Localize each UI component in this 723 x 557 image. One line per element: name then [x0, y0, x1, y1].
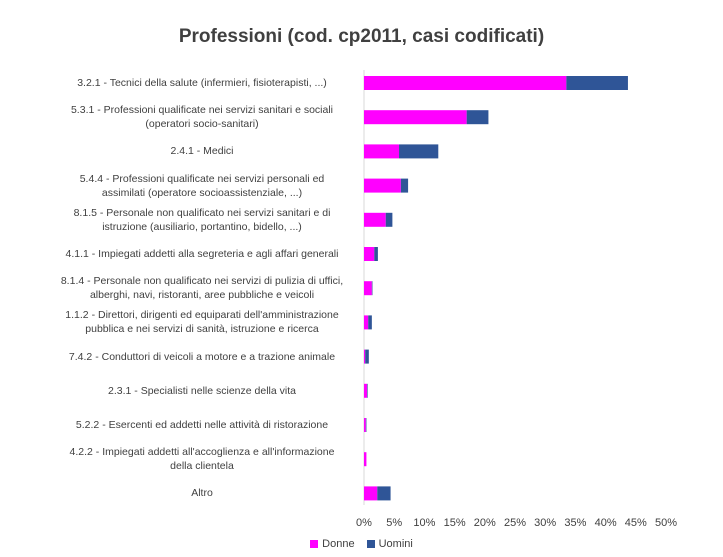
bar-uomini-6 [371, 281, 373, 296]
category-label-line: Altro [191, 487, 213, 500]
category-label-line: 4.2.2 - Impiegati addetti all'accoglienz… [69, 446, 335, 459]
bar-donne-9 [364, 383, 368, 398]
bar-uomini-8 [365, 349, 369, 364]
x-tick-label: 10% [413, 517, 435, 529]
legend-swatch [310, 540, 319, 549]
category-label: 4.1.1 - Impiegati addetti alla segreteri… [52, 247, 352, 261]
x-tick-label: 20% [474, 517, 496, 529]
bar-uomini-5 [374, 247, 378, 261]
bar-donne-3 [364, 178, 401, 193]
category-label-line: 2.3.1 - Specialisti nelle scienze della … [108, 384, 296, 397]
category-label: 3.2.1 - Tecnici della salute (infermieri… [52, 76, 352, 90]
category-label-line: pubblica e nei servizi di sanità, istruz… [85, 323, 319, 336]
category-label-line: (operatori socio-sanitari) [145, 118, 259, 131]
bar-donne-12 [364, 486, 378, 501]
bar-uomini-0 [566, 76, 628, 90]
legend-item-donne: Donne [310, 538, 355, 550]
category-label: 4.2.2 - Impiegati addetti all'accoglienz… [52, 445, 352, 473]
legend-label: Donne [322, 538, 355, 550]
bar-uomini-10 [365, 418, 367, 432]
category-label-line: assimilati (operatore socioassistenziale… [101, 186, 303, 199]
category-label-line: 5.2.2 - Esercenti ed addetti nelle attiv… [75, 419, 329, 431]
category-label-line: 7.4.2 - Conduttori di veicoli a motore e… [68, 350, 336, 363]
x-tick-label: 15% [444, 517, 466, 529]
category-label-line: 1.1.2 - Direttori, dirigenti ed equipara… [65, 309, 339, 322]
x-tick-label: 30% [534, 517, 556, 529]
bar-donne-0 [364, 76, 567, 90]
category-label-line: 8.1.5 - Personale non qualificato nei se… [73, 206, 331, 219]
legend-item-uomini: Uomini [366, 538, 413, 550]
x-tick-label: 25% [504, 517, 526, 529]
x-tick-label: 50% [655, 517, 677, 529]
bar-donne-10 [364, 418, 366, 432]
category-label: 2.4.1 - Medici [52, 144, 352, 158]
x-tick-label: 40% [595, 517, 617, 529]
category-label-line: 4.1.1 - Impiegati addetti alla segreteri… [65, 248, 339, 260]
category-label: Altro [52, 486, 352, 500]
category-label: 8.1.4 - Personale non qualificato nei se… [52, 274, 352, 302]
bar-uomini-2 [399, 144, 439, 159]
bar-donne-1 [364, 110, 467, 125]
legend-label: Uomini [378, 538, 413, 550]
bar-uomini-3 [400, 178, 409, 193]
category-label: 5.3.1 - Professioni qualificate nei serv… [52, 103, 352, 131]
category-label: 8.1.5 - Personale non qualificato nei se… [52, 206, 352, 234]
bar-donne-7 [364, 315, 369, 330]
chart-title: Professioni (cod. cp2011, casi codificat… [178, 26, 545, 47]
bar-uomini-1 [466, 110, 489, 125]
legend-swatch [366, 540, 375, 549]
category-label-line: 3.2.1 - Tecnici della salute (infermieri… [77, 77, 327, 89]
category-label-line: istruzione (ausiliario, portantino, bide… [102, 220, 302, 233]
category-label-line: 8.1.4 - Personale non qualificato nei se… [60, 275, 344, 288]
category-label-line: 5.4.4 - Professioni qualificate nei serv… [79, 172, 325, 185]
bar-uomini-9 [367, 383, 368, 398]
bar-donne-4 [364, 212, 386, 227]
bar-donne-2 [364, 144, 400, 159]
bar-donne-5 [364, 247, 375, 261]
x-tick-label: 35% [564, 517, 586, 529]
x-tick-label: 45% [625, 517, 647, 529]
x-tick-label: 0% [356, 517, 372, 529]
bar-uomini-12 [377, 486, 391, 501]
category-label: 7.4.2 - Conduttori di veicoli a motore e… [52, 350, 352, 364]
category-label: 2.3.1 - Specialisti nelle scienze della … [52, 384, 352, 398]
category-label-line: della clientela [170, 460, 234, 473]
bar-donne-8 [364, 349, 366, 364]
bar-donne-11 [364, 452, 367, 467]
category-label: 5.2.2 - Esercenti ed addetti nelle attiv… [52, 418, 352, 432]
category-label-line: 2.4.1 - Medici [170, 145, 234, 158]
category-label: 1.1.2 - Direttori, dirigenti ed equipara… [52, 308, 352, 336]
chart-legend: Donne Uomini [0, 538, 723, 550]
category-label-line: alberghi, navi, ristoranti, aree pubblic… [89, 289, 315, 302]
x-tick-label: 5% [386, 517, 402, 529]
category-label-line: 5.3.1 - Professioni qualificate nei serv… [70, 104, 334, 117]
bar-uomini-7 [368, 315, 372, 330]
category-label: 5.4.4 - Professioni qualificate nei serv… [52, 172, 352, 200]
bar-donne-6 [364, 281, 372, 296]
bar-uomini-4 [385, 212, 393, 227]
